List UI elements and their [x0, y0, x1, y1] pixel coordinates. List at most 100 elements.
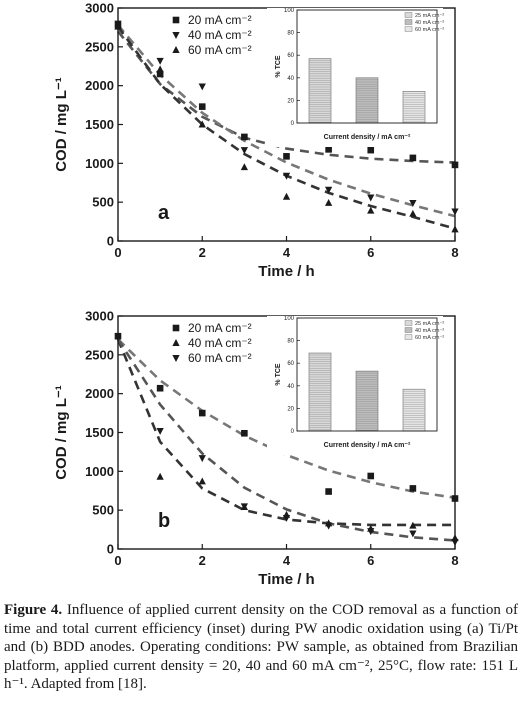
inset-legend-label-2: 40 mA cm⁻²: [415, 20, 444, 26]
inset-chart: 0 20 40 60 80 100 % TCE Current density / mA cm…: [267, 316, 444, 455]
fit-curve-2: [117, 24, 456, 218]
x-tick-label: 4: [283, 245, 291, 260]
inset-legend-swatch-1: [404, 12, 413, 18]
inset-legend-label-1: 25 mA cm⁻²: [415, 321, 444, 327]
y-tick-label: 2500: [85, 347, 114, 362]
inset-y-tick-label: 100: [284, 316, 295, 322]
inset-background: [267, 8, 443, 147]
inset-legend-swatch-2: [404, 19, 413, 25]
inset-y-tick-label: 40: [287, 384, 294, 390]
inset-y-tick-label: 80: [287, 339, 294, 345]
fit-curve-3: [116, 338, 456, 542]
inset-y-tick-label: 20: [287, 406, 294, 412]
inset-chart: 0 20 40 60 80 100 % TCE Current density / mA cm…: [267, 8, 444, 147]
data-point-s3-3: [240, 163, 249, 171]
data-point-s3-6: [367, 206, 375, 214]
y-axis-title: COD / mg L⁻¹: [53, 385, 70, 480]
legend-label-3: 60 mA cm⁻²: [188, 43, 252, 57]
data-point-s2-7: [409, 199, 417, 207]
fit-curve-1: [117, 338, 456, 500]
inset-y-tick-label: 100: [284, 8, 295, 14]
legend-label-2: 40 mA cm⁻²: [188, 28, 252, 42]
inset-bar-3: [402, 91, 426, 124]
legend-marker-2: [172, 32, 180, 39]
legend-label-1: 20 mA cm⁻²: [188, 321, 252, 335]
legend-label-2: 40 mA cm⁻²: [188, 336, 252, 350]
data-point-s1-1: [156, 384, 164, 392]
fit-curve-2: [116, 338, 455, 527]
legend-marker-2: [172, 339, 180, 346]
data-point-s2-6: [409, 521, 417, 529]
inset-y-tick-label: 80: [287, 31, 294, 37]
data-point-s2-4: [282, 172, 291, 180]
inset-legend-label-2: 40 mA cm⁻²: [415, 328, 444, 334]
legend-marker-3: [172, 46, 180, 53]
data-point-s3-6: [409, 530, 417, 538]
data-point-s2-0: [156, 472, 164, 480]
data-point-s1-3: [241, 133, 248, 141]
data-point-s1-6: [367, 146, 375, 154]
caption-label: Figure 4.: [4, 602, 63, 618]
y-tick-label: 500: [92, 503, 114, 518]
y-tick-label: 3000: [85, 309, 114, 324]
legend-marker-1: [172, 324, 180, 332]
data-point-s1-1: [156, 70, 164, 78]
data-point-s3-7: [409, 209, 417, 217]
data-point-s2-3: [240, 147, 249, 155]
inset-y-tick-label: 0: [291, 121, 295, 127]
inset-legend-label-3: 60 mA cm⁻²: [415, 335, 444, 341]
x-tick-label: 0: [114, 553, 121, 568]
fit-curve-1: [116, 30, 456, 164]
legend-label-1: 20 mA cm⁻²: [188, 13, 252, 27]
data-point-s1-6: [409, 485, 417, 492]
caption-text: Influence of applied current density on …: [4, 602, 519, 692]
inset-y-tick-label: 60: [287, 53, 294, 59]
data-point-s2-6: [367, 194, 375, 202]
inset-y-axis-title: % TCE: [275, 55, 282, 78]
inset-x-axis-title: Current density / mA cm⁻²: [324, 134, 411, 141]
data-point-s1-3: [241, 429, 248, 437]
y-tick-label: 1000: [85, 156, 114, 171]
y-tick-label: 0: [107, 234, 114, 249]
data-point-s2-1: [156, 57, 164, 65]
legend-marker-3: [172, 355, 180, 362]
data-point-s2-5: [324, 186, 333, 194]
inset-legend-label-1: 25 mA cm⁻²: [415, 13, 444, 19]
y-tick-label: 500: [92, 195, 114, 210]
data-point-s2-1: [198, 477, 206, 485]
inset-y-tick-label: 0: [291, 429, 295, 435]
data-point-s3-2: [198, 120, 206, 128]
legend-marker-1: [172, 16, 180, 24]
x-tick-label: 8: [451, 553, 458, 568]
y-tick-label: 1500: [85, 425, 114, 440]
inset-bar-2: [355, 370, 379, 432]
inset-legend-swatch-3: [404, 26, 413, 32]
x-tick-label: 2: [199, 245, 206, 260]
data-point-s1-2: [198, 409, 206, 417]
data-point-s1-5: [325, 146, 332, 153]
figure-caption: Figure 4. Influence of applied current d…: [4, 601, 518, 694]
inset-y-tick-label: 60: [287, 361, 294, 367]
y-tick-label: 2500: [85, 39, 114, 54]
panel-label: a: [158, 202, 170, 224]
inset-legend-label-3: 60 mA cm⁻²: [415, 27, 444, 33]
y-tick-label: 3000: [85, 1, 114, 16]
panel-label: b: [158, 510, 170, 532]
inset-background: [267, 316, 443, 455]
y-tick-label: 2000: [85, 386, 114, 401]
data-point-s1-7: [409, 154, 417, 162]
x-axis-title: Time / h: [258, 571, 314, 588]
x-tick-label: 2: [199, 553, 206, 568]
data-point-s1-4: [325, 488, 332, 495]
x-tick-label: 4: [283, 553, 291, 568]
data-point-s3-4: [282, 192, 291, 200]
x-tick-label: 0: [114, 245, 121, 260]
data-point-s1-5: [367, 472, 375, 480]
data-point-s1-4: [283, 153, 290, 160]
x-tick-label: 6: [367, 245, 374, 260]
data-point-s3-1: [198, 455, 206, 463]
inset-x-axis-title: Current density / mA cm⁻²: [324, 442, 411, 449]
